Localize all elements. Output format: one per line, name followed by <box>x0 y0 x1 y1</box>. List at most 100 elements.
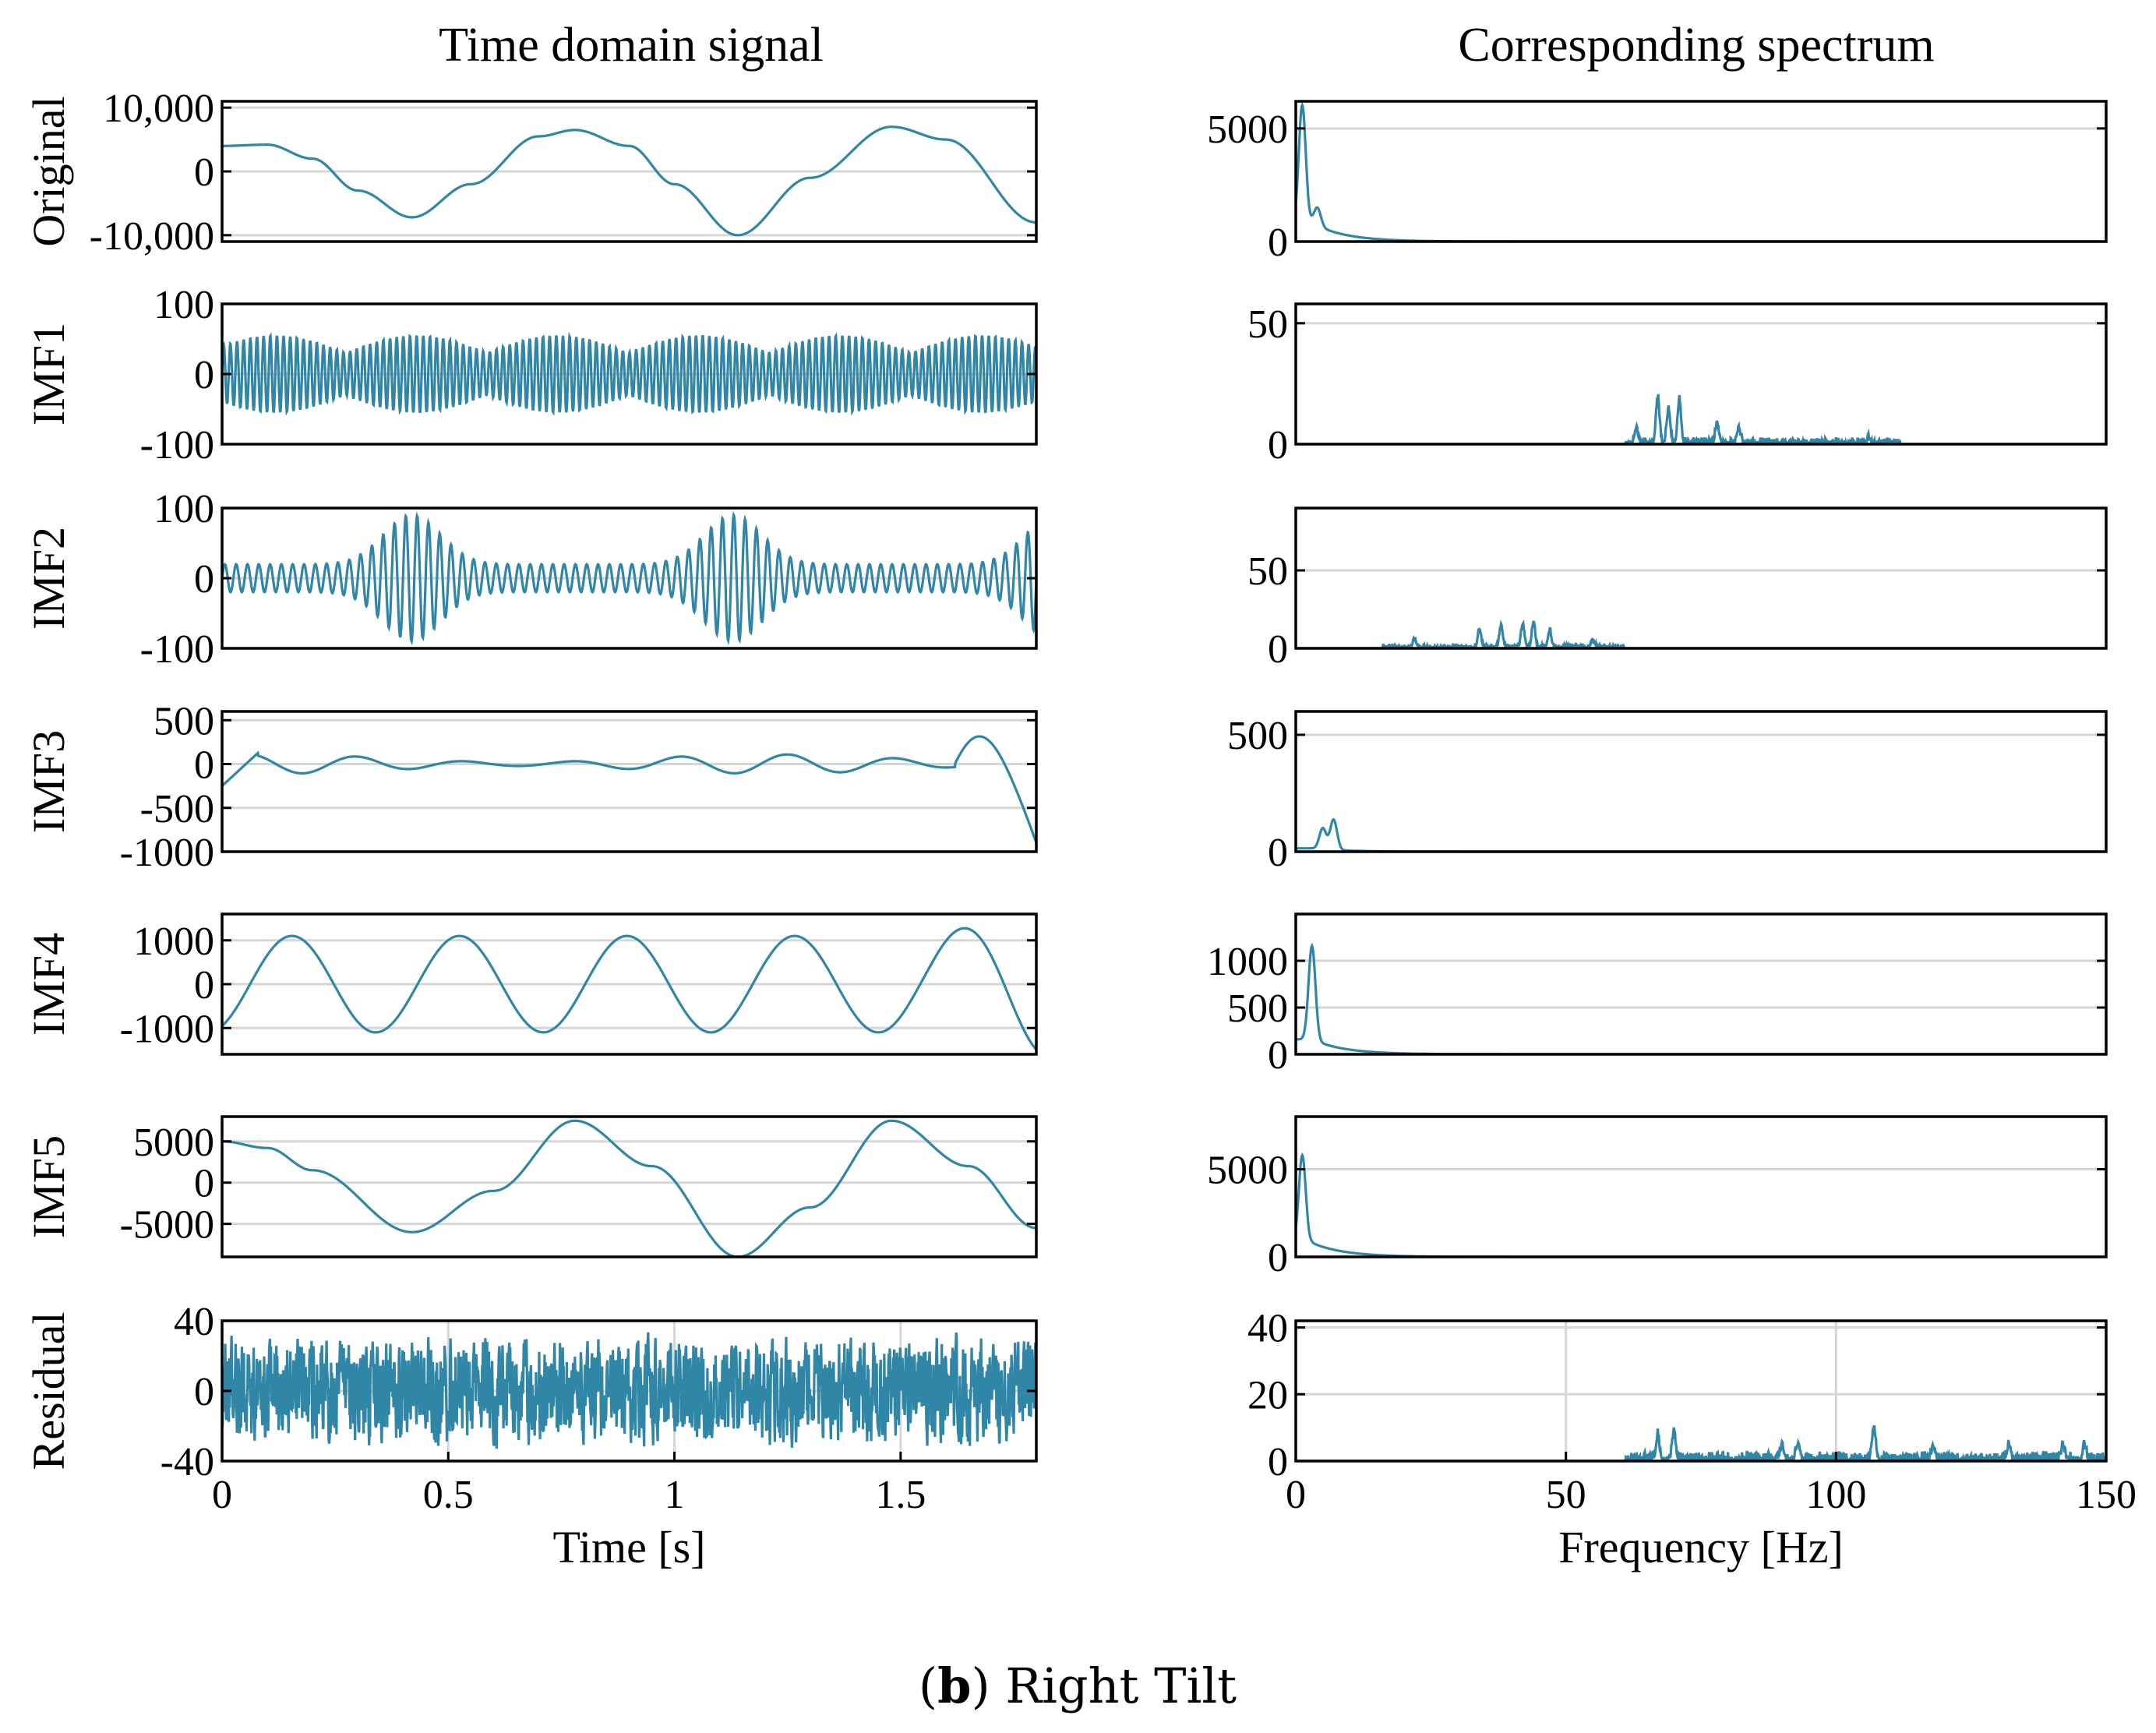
y-tick-label: 5000 <box>1207 1149 1288 1193</box>
series-line <box>222 510 1036 646</box>
series-line <box>222 331 1036 416</box>
y-tick-label: 0 <box>1268 627 1288 672</box>
panel-frequency-imf1: 50 0 <box>1247 302 2108 468</box>
y-tick-label: 5000 <box>1207 108 1288 152</box>
y-tick-label: 500 <box>1227 714 1288 758</box>
axes-frame <box>221 302 1038 446</box>
x-tick-label: 100 <box>1805 1473 1866 1517</box>
axes-frame <box>1294 1115 2108 1258</box>
y-tick-label: 500 <box>153 699 214 743</box>
panel-frequency-residual: 40 20 00 50 100 150 Frequency [Hz] <box>1247 1307 2137 1572</box>
row-label: IMF1 <box>23 323 74 425</box>
y-tick-label: 0 <box>1268 1033 1288 1078</box>
panel-frequency-original: 5000 0 <box>1207 100 2108 265</box>
series-line <box>1296 1152 2106 1257</box>
panel-frequency-imf2: 50 0 <box>1247 506 2108 672</box>
series-line <box>222 1119 1036 1257</box>
spectrum-column-title: Corresponding spectrum <box>1458 19 1934 72</box>
y-tick-label: 0 <box>1268 221 1288 265</box>
y-tick-label: 50 <box>1247 549 1288 594</box>
row-label: IMF5 <box>23 1135 74 1238</box>
caption-text: Right Tilt <box>1005 1657 1237 1714</box>
axes-frame <box>221 912 1038 1056</box>
x-tick-label: 0 <box>212 1473 232 1517</box>
series-line <box>1296 1424 2106 1461</box>
axes-frame <box>1294 302 2108 446</box>
y-tick-label: 0 <box>194 963 214 1008</box>
series-line <box>1296 619 2106 648</box>
x-axis-label: Time [s] <box>552 1522 705 1572</box>
y-tick-label: -10,000 <box>90 214 214 259</box>
row-label: Original <box>23 96 74 246</box>
x-tick-label: 0 <box>1286 1473 1306 1517</box>
time-column-title: Time domain signal <box>439 19 824 72</box>
axes-frame <box>221 1319 1038 1463</box>
series-line <box>1296 101 2106 242</box>
series-line <box>1296 817 2106 852</box>
y-tick-label: -5000 <box>120 1203 214 1248</box>
y-tick-label: -500 <box>140 787 214 831</box>
y-tick-label: 0 <box>1268 1236 1288 1280</box>
axes-frame <box>221 710 1038 853</box>
y-tick-label: 5000 <box>133 1121 214 1165</box>
panel-time-imf1: 100 0 -100 IMF1 <box>23 283 1038 468</box>
y-tick-label: -1000 <box>120 1007 214 1051</box>
x-tick-label: 150 <box>2076 1473 2137 1517</box>
y-tick-label: -100 <box>140 423 214 468</box>
y-tick-label: 0 <box>194 1162 214 1206</box>
axes-frame <box>1294 912 2108 1056</box>
series-line <box>222 1332 1036 1449</box>
x-tick-label: 1.5 <box>875 1473 926 1517</box>
y-tick-label: 0 <box>194 353 214 397</box>
y-tick-label: 50 <box>1247 302 1288 347</box>
y-tick-label: -40 <box>161 1440 214 1484</box>
caption-paren-open: ( <box>919 1657 937 1714</box>
y-tick-label: 10,000 <box>103 86 214 131</box>
axes-frame <box>221 1115 1038 1258</box>
row-label: IMF4 <box>23 933 74 1036</box>
x-tick-label: 50 <box>1546 1473 1586 1517</box>
series-line <box>222 735 1036 844</box>
panel-time-original: 10,000 0 -10,000 Original <box>23 86 1038 259</box>
y-tick-label: 0 <box>1268 423 1288 468</box>
caption-letter: b <box>937 1657 971 1714</box>
y-tick-label: 20 <box>1247 1373 1288 1417</box>
y-tick-label: 0 <box>1268 1440 1288 1484</box>
panel-time-imf3: 5000-500-1000 IMF3 <box>23 699 1038 875</box>
x-tick-label: 1 <box>665 1473 685 1517</box>
axes-frame <box>1294 100 2108 243</box>
y-tick-label: 40 <box>1247 1307 1288 1351</box>
row-label: IMF2 <box>23 527 74 630</box>
y-tick-label: -100 <box>140 627 214 672</box>
y-tick-label: 0 <box>1268 831 1288 875</box>
y-tick-label: 1000 <box>133 919 214 964</box>
panel-time-imf2: 100 0 -100 IMF2 <box>23 487 1038 672</box>
y-tick-label: 0 <box>194 557 214 602</box>
y-tick-label: 100 <box>153 487 214 531</box>
x-tick-label: 0.5 <box>423 1473 474 1517</box>
series-line <box>222 927 1036 1051</box>
axes-frame <box>221 100 1038 243</box>
row-label: Residual <box>23 1312 74 1470</box>
y-tick-label: 0 <box>194 150 214 195</box>
series-line <box>1296 394 2106 444</box>
y-tick-label: 0 <box>194 1370 214 1414</box>
caption-paren-close: ) <box>971 1657 1005 1714</box>
axes-frame <box>1294 506 2108 650</box>
figure-caption: (b) Right Tilt <box>919 1657 1237 1714</box>
axes-frame <box>1294 710 2108 853</box>
y-tick-label: 1000 <box>1207 940 1288 984</box>
y-tick-label: 0 <box>194 743 214 788</box>
y-tick-label: 100 <box>153 283 214 327</box>
row-label: IMF3 <box>23 730 74 833</box>
series-line <box>222 125 1036 237</box>
series-line <box>1296 942 2106 1054</box>
axes-frame <box>1294 1319 2108 1463</box>
panel-frequency-imf3: 500 0 <box>1227 710 2108 875</box>
